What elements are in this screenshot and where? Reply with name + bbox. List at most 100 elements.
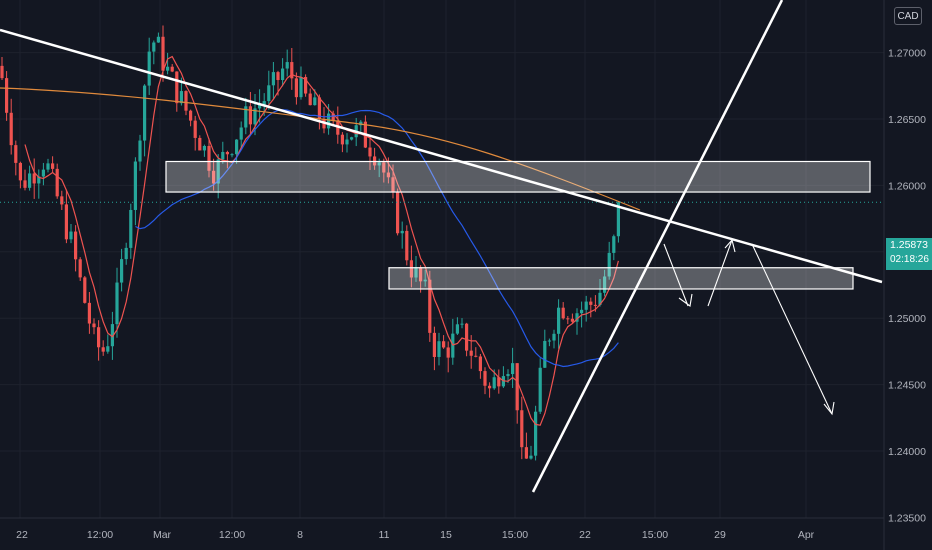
candle-body-56 [258, 104, 262, 109]
candle-body-130 [598, 292, 602, 305]
candle-body-104 [478, 356, 482, 372]
candle-body-120 [552, 333, 556, 341]
x-tick-label-7: 15:00 [502, 529, 528, 541]
candle-body-113 [520, 410, 524, 448]
candle-body-0 [0, 65, 4, 79]
candle-body-103 [474, 355, 478, 357]
last-price-tag: 1.25873 02:18:26 [886, 238, 932, 270]
y-tick-label-3: 1.25000 [888, 313, 926, 325]
y-tick-label-7: 1.27000 [888, 48, 926, 60]
candle-body-19 [87, 302, 91, 324]
projection-arrow-2 [707, 239, 733, 307]
candle-body-37 [170, 66, 174, 72]
candle-body-124 [570, 318, 574, 322]
candle-body-50 [230, 154, 234, 156]
candle-body-93 [428, 279, 432, 333]
candle-body-10 [46, 163, 50, 170]
candle-body-61 [281, 68, 285, 81]
candle-body-4 [18, 162, 22, 181]
candle-body-68 [313, 97, 317, 106]
y-tick-label-5: 1.26000 [888, 180, 926, 192]
candle-body-40 [184, 91, 188, 111]
candle-body-33 [152, 42, 156, 52]
candle-body-111 [511, 363, 515, 375]
candle-body-132 [607, 252, 611, 277]
candle-body-122 [561, 307, 565, 319]
x-tick-label-8: 22 [579, 529, 591, 541]
candle-body-32 [147, 51, 151, 86]
candle-body-35 [161, 36, 165, 71]
candle-body-84 [386, 172, 390, 178]
candle-body-86 [396, 191, 400, 234]
candle-body-20 [92, 323, 96, 328]
candle-body-28 [129, 209, 133, 248]
candle-body-129 [593, 304, 597, 306]
currency-badge[interactable]: CAD [894, 7, 922, 25]
candle-body-101 [465, 323, 469, 351]
x-tick-label-0: 22 [16, 529, 28, 541]
candle-body-126 [580, 309, 584, 314]
candle-body-57 [262, 101, 266, 105]
candle-body-108 [497, 377, 501, 387]
y-tick-label-0: 1.23500 [888, 512, 926, 524]
support-zone [388, 267, 854, 290]
candle-body-131 [603, 276, 607, 293]
candle-body-97 [446, 347, 450, 358]
candle-body-59 [271, 72, 275, 86]
candle-body-54 [248, 106, 252, 125]
candle-body-45 [207, 145, 211, 171]
candle-body-43 [198, 137, 202, 151]
candle-body-65 [299, 77, 303, 98]
candle-body-99 [455, 324, 459, 334]
ma-slow-line [0, 87, 641, 211]
candle-body-115 [529, 455, 533, 459]
candle-body-12 [55, 168, 59, 197]
candle-body-66 [304, 77, 308, 94]
candle-body-74 [340, 134, 344, 145]
projection-arrowhead-2 [724, 238, 736, 253]
x-tick-label-11: Apr [798, 529, 815, 541]
candle-body-24 [110, 324, 114, 347]
candle-body-42 [193, 120, 197, 138]
candle-body-91 [419, 267, 423, 282]
candle-body-110 [506, 374, 510, 377]
candle-body-41 [189, 110, 193, 121]
candle-body-18 [83, 277, 87, 303]
candle-body-62 [285, 62, 289, 69]
candle-body-13 [60, 196, 64, 205]
projection-arrow-3 [751, 243, 833, 415]
candle-body-78 [359, 121, 363, 126]
candle-body-76 [350, 137, 354, 140]
candle-body-5 [23, 180, 27, 188]
candle-body-116 [534, 411, 538, 456]
candle-body-82 [377, 162, 381, 166]
candle-body-21 [97, 327, 101, 348]
candle-body-27 [124, 247, 128, 260]
candle-body-14 [64, 204, 68, 240]
candle-body-53 [244, 106, 248, 128]
candle-body-133 [612, 236, 616, 253]
x-tick-label-10: 29 [714, 529, 726, 541]
candle-body-52 [239, 127, 243, 140]
candle-body-25 [115, 282, 119, 325]
candle-body-2 [9, 112, 13, 146]
ascending-trendline [531, 0, 784, 493]
candle-body-3 [14, 145, 18, 163]
candle-body-67 [308, 93, 312, 106]
candle-body-127 [584, 301, 588, 310]
candle-body-51 [235, 139, 239, 155]
candle-body-36 [166, 66, 170, 71]
candle-body-95 [437, 341, 441, 357]
candle-body-134 [616, 202, 620, 237]
candle-body-71 [327, 113, 331, 129]
countdown-label: 02:18:26 [890, 254, 929, 265]
candle-body-26 [120, 259, 124, 283]
candle-body-46 [212, 170, 216, 184]
candle-body-30 [138, 140, 142, 162]
y-tick-label-2: 1.24500 [888, 380, 926, 392]
candle-body-44 [202, 145, 206, 151]
candle-body-48 [221, 151, 225, 160]
candle-body-60 [276, 72, 280, 81]
